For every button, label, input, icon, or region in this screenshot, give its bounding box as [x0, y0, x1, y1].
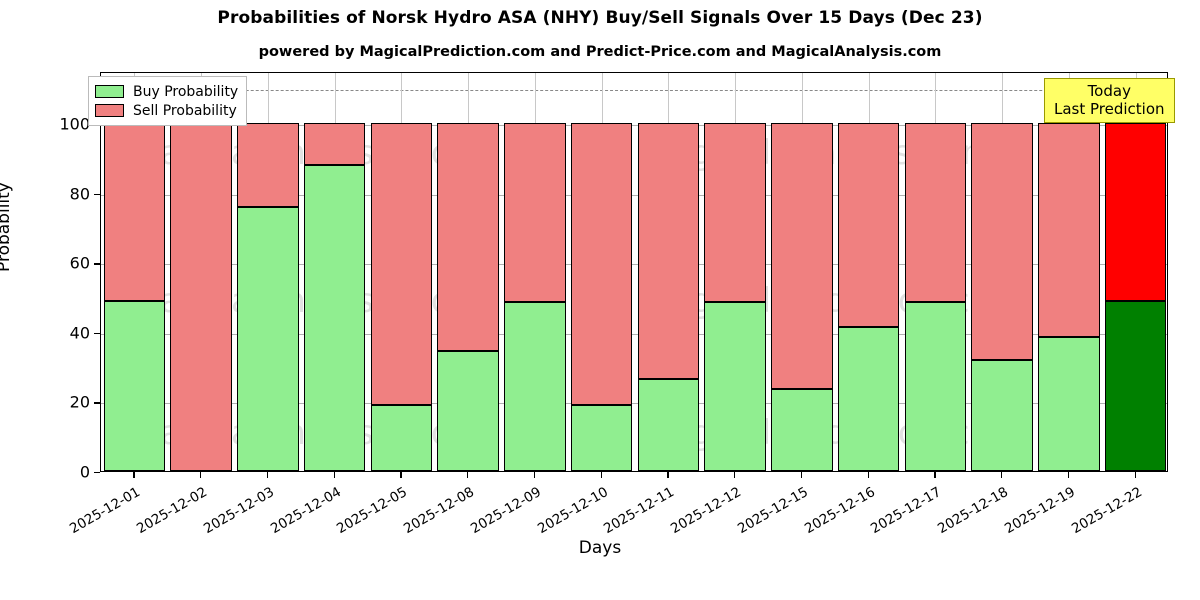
- bar-segment-sell[interactable]: [237, 123, 299, 207]
- y-axis-tick: [94, 332, 100, 335]
- x-axis-title: Days: [578, 538, 622, 558]
- bar-segment-buy[interactable]: [971, 359, 1033, 471]
- threshold-line: [101, 90, 1167, 92]
- chart-title: Probabilities of Norsk Hydro ASA (NHY) B…: [217, 8, 983, 28]
- x-axis-tick: [667, 472, 669, 478]
- bar-group[interactable]: [837, 73, 900, 471]
- plot-area: MagicalAnalysis.comMagicalAnalysis.comMa…: [100, 72, 1168, 472]
- bar-group[interactable]: [704, 73, 766, 471]
- bar-segment-sell[interactable]: [504, 123, 566, 303]
- bar-segment-sell[interactable]: [971, 123, 1033, 360]
- bar-segment-buy[interactable]: [1038, 337, 1100, 471]
- x-axis-tick: [467, 472, 469, 478]
- y-axis-tick-label: 100: [59, 114, 90, 134]
- y-axis-tick-label: 60: [69, 253, 90, 273]
- bar-segment-sell[interactable]: [837, 123, 900, 327]
- y-axis-title: Probability: [0, 182, 14, 272]
- bar-group[interactable]: [771, 73, 833, 471]
- gridline-y: [101, 194, 1167, 196]
- y-axis-tick-label: 80: [69, 184, 90, 204]
- bar-segment-buy[interactable]: [103, 300, 166, 471]
- bar-segment-buy[interactable]: [570, 404, 633, 471]
- gridline-y: [101, 403, 1167, 405]
- chart-subtitle: powered by MagicalPrediction.com and Pre…: [258, 44, 942, 60]
- legend-swatch-buy: [95, 85, 124, 98]
- bar-group[interactable]: [370, 73, 433, 471]
- x-axis-tick: [400, 472, 402, 478]
- x-axis-tick: [533, 472, 536, 478]
- x-axis-tick: [1067, 472, 1070, 478]
- gridline-y: [101, 125, 1167, 127]
- chart-legend: Buy Probability Sell Probability: [88, 76, 248, 126]
- bar-segment-sell[interactable]: [704, 123, 766, 303]
- x-axis-tick: [333, 472, 335, 478]
- x-axis-tick: [1001, 472, 1003, 478]
- y-axis-tick: [94, 193, 100, 196]
- bar-segment-sell[interactable]: [1038, 123, 1100, 338]
- bar-group[interactable]: [303, 73, 366, 471]
- bar-group[interactable]: [904, 73, 967, 471]
- bar-segment-buy[interactable]: [237, 206, 299, 471]
- x-axis-tick: [800, 472, 803, 478]
- today-annotation-line2: Last Prediction: [1054, 100, 1165, 118]
- legend-label-sell: Sell Probability: [133, 102, 237, 119]
- bar-group[interactable]: [170, 73, 232, 471]
- bar-group[interactable]: [504, 73, 566, 471]
- bar-group[interactable]: [637, 73, 700, 471]
- x-axis-tick: [934, 472, 936, 478]
- bar-segment-sell[interactable]: [170, 123, 232, 471]
- legend-item-buy: Buy Probability: [95, 82, 238, 101]
- bar-segment-sell[interactable]: [437, 123, 499, 351]
- bar-group[interactable]: [1038, 73, 1100, 471]
- bar-segment-sell[interactable]: [370, 123, 433, 405]
- y-axis-tick: [94, 263, 100, 265]
- bar-segment-buy[interactable]: [504, 302, 566, 471]
- y-axis-tick-label: 20: [69, 392, 90, 412]
- bar-group[interactable]: [237, 73, 299, 471]
- y-axis-tick: [94, 472, 100, 474]
- x-axis-tick: [266, 472, 269, 478]
- bar-segment-sell[interactable]: [1104, 123, 1167, 301]
- bar-segment-buy[interactable]: [837, 326, 900, 471]
- today-annotation: Today Last Prediction: [1044, 78, 1175, 123]
- bar-segment-sell[interactable]: [103, 123, 166, 301]
- bar-segment-buy[interactable]: [303, 164, 366, 471]
- gridline-y: [101, 333, 1167, 335]
- bar-segment-buy[interactable]: [771, 389, 833, 471]
- bar-group[interactable]: [570, 73, 633, 471]
- bar-segment-buy[interactable]: [704, 302, 766, 471]
- bar-group[interactable]: [103, 73, 166, 471]
- bar-segment-sell[interactable]: [570, 123, 633, 405]
- gridline-y: [101, 264, 1167, 266]
- legend-swatch-sell: [95, 104, 124, 117]
- x-axis-tick: [734, 472, 736, 478]
- x-axis-tick: [867, 472, 869, 478]
- bar-group[interactable]: [437, 73, 499, 471]
- y-axis-tick-label: 0: [79, 462, 90, 482]
- x-axis-tick: [600, 472, 602, 478]
- y-axis-tick-label: 40: [69, 323, 90, 343]
- bar-segment-buy[interactable]: [1104, 300, 1167, 471]
- bar-segment-buy[interactable]: [370, 404, 433, 471]
- bar-segment-sell[interactable]: [303, 123, 366, 165]
- x-axis-tick: [200, 472, 202, 478]
- bar-segment-buy[interactable]: [637, 378, 700, 471]
- y-axis-tick: [94, 402, 100, 404]
- x-axis-tick: [133, 472, 135, 478]
- bar-segment-sell[interactable]: [771, 123, 833, 390]
- bar-segment-sell[interactable]: [637, 123, 700, 379]
- bar-group[interactable]: [971, 73, 1033, 471]
- today-annotation-line1: Today: [1087, 82, 1131, 100]
- bar-segment-buy[interactable]: [437, 351, 499, 471]
- x-axis-tick: [1134, 472, 1136, 478]
- legend-item-sell: Sell Probability: [95, 101, 238, 120]
- legend-label-buy: Buy Probability: [133, 83, 239, 100]
- bar-group[interactable]: [1104, 73, 1167, 471]
- bar-segment-buy[interactable]: [904, 302, 967, 471]
- bar-segment-sell[interactable]: [904, 123, 967, 303]
